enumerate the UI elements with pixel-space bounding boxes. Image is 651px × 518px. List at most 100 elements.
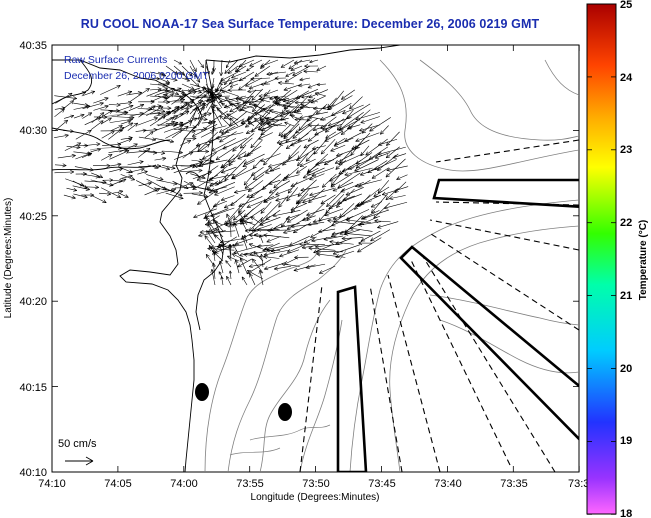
current-vector (225, 124, 245, 133)
current-vector (108, 102, 121, 107)
current-vector (358, 241, 373, 246)
current-vector (173, 101, 188, 115)
current-vector (284, 71, 303, 83)
current-vector (92, 163, 111, 168)
current-vector (215, 146, 237, 161)
current-vector (232, 243, 240, 256)
x-tick-label: 73:3 (568, 478, 589, 490)
current-vector (332, 215, 346, 221)
current-vector (213, 104, 223, 115)
current-vector (118, 138, 133, 145)
current-vector (248, 83, 263, 90)
current-vector (109, 150, 130, 160)
current-vector (273, 173, 290, 189)
current-vector (239, 137, 253, 149)
surface-current-vectors (54, 59, 409, 286)
current-vector (189, 101, 202, 115)
current-vector (292, 125, 310, 139)
current-vector (183, 190, 203, 195)
colorbar-tick-marks (587, 3, 616, 515)
current-vector (54, 163, 67, 168)
current-vector (212, 200, 228, 208)
current-vector (64, 142, 82, 151)
current-vector (126, 91, 142, 96)
current-vector (180, 168, 203, 173)
current-vector (341, 236, 363, 241)
x-axis-label: Longitude (Degrees:Minutes) (251, 492, 380, 503)
current-vector (149, 115, 166, 127)
colorbar-tick-label: 19 (620, 435, 632, 447)
y-axis-label: Latitude (Degrees:Minutes) (3, 198, 14, 319)
current-vector (320, 109, 346, 121)
current-vector (91, 172, 103, 179)
current-vector (54, 108, 65, 118)
current-vector (344, 231, 372, 237)
current-vector (301, 215, 316, 222)
current-vector (189, 59, 197, 73)
current-vector (279, 249, 300, 258)
current-vector (226, 113, 239, 121)
current-vector (238, 211, 248, 226)
current-vector (324, 208, 344, 217)
current-vector (208, 110, 229, 124)
current-vector (171, 125, 189, 139)
current-vector (223, 201, 237, 209)
current-vector (157, 71, 167, 77)
current-vector (309, 59, 319, 64)
current-vector (266, 71, 287, 76)
current-vector (315, 243, 343, 249)
current-vector (247, 270, 264, 280)
current-vector (265, 111, 291, 123)
current-vector (309, 173, 325, 181)
current-vector (342, 104, 364, 115)
current-vector (373, 186, 390, 197)
overlay-line-timestamp: December 26, 2006 0200 GMT (64, 70, 209, 82)
current-vector (333, 137, 354, 147)
current-vector (192, 124, 218, 137)
current-vector (215, 228, 224, 238)
current-vector (233, 222, 240, 238)
current-vector (274, 265, 291, 271)
current-vector (196, 165, 219, 181)
current-vector (267, 228, 290, 233)
current-vector (173, 71, 183, 75)
current-vector (316, 252, 346, 258)
current-vector (341, 89, 355, 100)
current-vector (244, 174, 265, 189)
current-vector (84, 116, 102, 126)
current-vector (347, 124, 361, 130)
current-vector (285, 132, 309, 150)
current-vector (241, 276, 248, 286)
current-vector (229, 83, 239, 88)
current-vector (301, 245, 317, 250)
scale-arrow (65, 456, 94, 466)
current-vector (206, 180, 218, 190)
current-vector (386, 165, 408, 172)
current-vector (320, 138, 336, 155)
current-vector (200, 130, 215, 138)
y-tick-labels: 40:35 40:30 40:25 40:20 40:15 40:10 (19, 40, 47, 479)
current-vector (129, 88, 150, 102)
current-vector (126, 167, 145, 174)
current-vector (137, 117, 158, 126)
current-vector (239, 257, 248, 274)
current-vector (144, 131, 154, 139)
current-vector (259, 253, 264, 268)
current-vector (266, 236, 281, 243)
current-vector (180, 163, 200, 168)
current-vector (157, 100, 170, 105)
current-vector (249, 59, 263, 67)
current-vector (144, 150, 166, 155)
current-vector (224, 159, 246, 181)
current-vector (252, 167, 271, 180)
current-vector (198, 159, 228, 167)
current-vector (162, 87, 182, 96)
current-vector (307, 83, 319, 89)
current-vector (155, 138, 174, 144)
current-vector (221, 89, 239, 97)
current-vector (327, 95, 353, 111)
current-vector (286, 90, 310, 105)
current-vector (183, 136, 197, 141)
current-vector (302, 167, 325, 179)
current-vector (72, 185, 90, 191)
